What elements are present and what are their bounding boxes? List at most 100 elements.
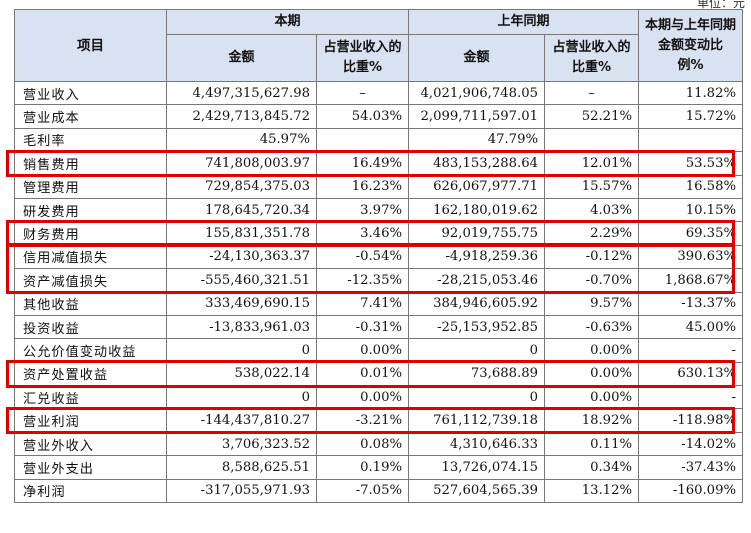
row-label: 营业外收入 <box>14 431 167 457</box>
prior-amount: 626,067,977.71 <box>408 174 545 199</box>
table-row: 公允价值变动收益 0 0.00% 0 0.00% - <box>14 338 743 363</box>
change-ratio: -118.98% <box>638 408 743 433</box>
prior-ratio: 0.34% <box>544 455 639 480</box>
row-label: 营业外支出 <box>14 455 167 480</box>
current-ratio: 7.41% <box>316 291 409 316</box>
change-ratio: 630.13% <box>638 361 743 387</box>
row-label: 资产处置收益 <box>14 361 167 387</box>
change-ratio: 15.72% <box>638 104 743 129</box>
current-ratio: -3.21% <box>316 408 409 433</box>
current-ratio: 0.01% <box>316 361 409 387</box>
prior-amount: -4,918,259.36 <box>408 244 545 270</box>
header-prior-period: 上年同期 <box>408 9 639 35</box>
prior-amount: 483,153,288.64 <box>408 151 545 176</box>
current-amount: 2,429,713,845.72 <box>166 104 317 129</box>
change-ratio: 10.15% <box>638 197 743 223</box>
prior-ratio: -0.12% <box>544 244 639 270</box>
change-ratio: -13.37% <box>638 291 743 316</box>
current-amount: 538,022.14 <box>166 361 317 387</box>
prior-ratio: 12.01% <box>544 151 639 176</box>
row-label: 营业收入 <box>14 80 167 106</box>
current-amount: -317,055,971.93 <box>166 478 317 504</box>
prior-ratio: 15.57% <box>544 174 639 199</box>
current-amount: -24,130,363.37 <box>166 244 317 270</box>
current-ratio: 16.49% <box>316 151 409 176</box>
row-label: 投资收益 <box>14 314 167 340</box>
prior-amount: 2,099,711,597.01 <box>408 104 545 129</box>
change-ratio: 16.58% <box>638 174 743 199</box>
current-amount: 178,645,720.34 <box>166 197 317 223</box>
prior-ratio: 4.03% <box>544 197 639 223</box>
current-ratio: -0.31% <box>316 314 409 340</box>
header-prior-ratio: 占营业收入的比重% <box>544 34 639 82</box>
header-current-period: 本期 <box>166 9 409 35</box>
prior-amount: 47.79% <box>408 127 545 153</box>
current-amount: 8,588,625.51 <box>166 455 317 480</box>
income-statement-table: 项目 本期 上年同期 本期与上年同期金额变动比例% 金额 占营业收入的比重% 金… <box>14 9 743 504</box>
prior-ratio: -0.63% <box>544 314 639 340</box>
table-row: 管理费用 729,854,375.03 16.23% 626,067,977.71 15… <box>14 174 743 199</box>
prior-amount: -25,153,952.85 <box>408 314 545 340</box>
table-row: 净利润 -317,055,971.93 -7.05% 527,604,565.39 13… <box>14 478 743 504</box>
change-ratio: 69.35% <box>638 221 743 246</box>
prior-amount: 761,112,739.18 <box>408 408 545 433</box>
table-header: 项目 本期 上年同期 本期与上年同期金额变动比例% 金额 占营业收入的比重% 金… <box>14 9 743 82</box>
current-ratio: -0.54% <box>316 244 409 270</box>
table-row: 毛利率 45.97% 47.79% <box>14 127 743 153</box>
row-label: 汇兑收益 <box>14 385 167 410</box>
current-ratio: 0.00% <box>316 338 409 363</box>
header-current-amount: 金额 <box>166 34 317 82</box>
prior-amount: 73,688.89 <box>408 361 545 387</box>
change-ratio: 390.63% <box>638 244 743 270</box>
prior-ratio: -0.70% <box>544 268 639 293</box>
change-ratio: - <box>638 385 743 410</box>
table-row: 营业外收入 3,706,323.52 0.08% 4,310,646.33 0.11% -… <box>14 431 743 457</box>
current-amount: -13,833,961.03 <box>166 314 317 340</box>
current-amount: 45.97% <box>166 127 317 153</box>
row-label: 销售费用 <box>14 151 167 176</box>
unit-label: 单位：元 <box>696 0 745 10</box>
current-ratio: 16.23% <box>316 174 409 199</box>
header-current-ratio: 占营业收入的比重% <box>316 34 409 82</box>
change-ratio: 53.53% <box>638 151 743 176</box>
prior-ratio: 0.00% <box>544 385 639 410</box>
prior-ratio: 13.12% <box>544 478 639 504</box>
prior-amount: 4,310,646.33 <box>408 431 545 457</box>
table-row: 财务费用 155,831,351.78 3.46% 92,019,755.75 2.29… <box>14 221 743 246</box>
current-amount: -555,460,321.51 <box>166 268 317 293</box>
prior-ratio: 0.00% <box>544 361 639 387</box>
current-ratio: 54.03% <box>316 104 409 129</box>
prior-amount: 384,946,605.92 <box>408 291 545 316</box>
current-ratio: 0.08% <box>316 431 409 457</box>
row-label: 财务费用 <box>14 221 167 246</box>
prior-amount: 92,019,755.75 <box>408 221 545 246</box>
table-row: 销售费用 741,808,003.97 16.49% 483,153,288.64 12… <box>14 151 743 176</box>
row-label: 营业利润 <box>14 408 167 433</box>
table-row: 其他收益 333,469,690.15 7.41% 384,946,605.92 9.5… <box>14 291 743 316</box>
current-amount: 155,831,351.78 <box>166 221 317 246</box>
header-item: 项目 <box>14 9 167 82</box>
change-ratio: -160.09% <box>638 478 743 504</box>
change-ratio: -37.43% <box>638 455 743 480</box>
current-amount: 4,497,315,627.98 <box>166 80 317 106</box>
row-label: 毛利率 <box>14 127 167 153</box>
row-label: 其他收益 <box>14 291 167 316</box>
current-amount: 0 <box>166 385 317 410</box>
header-prior-amount: 金额 <box>408 34 545 82</box>
prior-ratio: 9.57% <box>544 291 639 316</box>
current-ratio: 0.19% <box>316 455 409 480</box>
current-amount: 741,808,003.97 <box>166 151 317 176</box>
table-row: 营业利润 -144,437,810.27 -3.21% 761,112,739.18 1… <box>14 408 743 433</box>
prior-amount: 0 <box>408 385 545 410</box>
current-amount: 3,706,323.52 <box>166 431 317 457</box>
prior-amount: 527,604,565.39 <box>408 478 545 504</box>
current-ratio: 3.97% <box>316 197 409 223</box>
row-label: 公允价值变动收益 <box>14 338 167 363</box>
row-label: 管理费用 <box>14 174 167 199</box>
prior-ratio: 0.11% <box>544 431 639 457</box>
change-ratio: 1,868.67% <box>638 268 743 293</box>
prior-ratio: 0.00% <box>544 338 639 363</box>
prior-amount: -28,215,053.46 <box>408 268 545 293</box>
current-amount: -144,437,810.27 <box>166 408 317 433</box>
table-row: 研发费用 178,645,720.34 3.97% 162,180,019.62 4.0… <box>14 197 743 223</box>
